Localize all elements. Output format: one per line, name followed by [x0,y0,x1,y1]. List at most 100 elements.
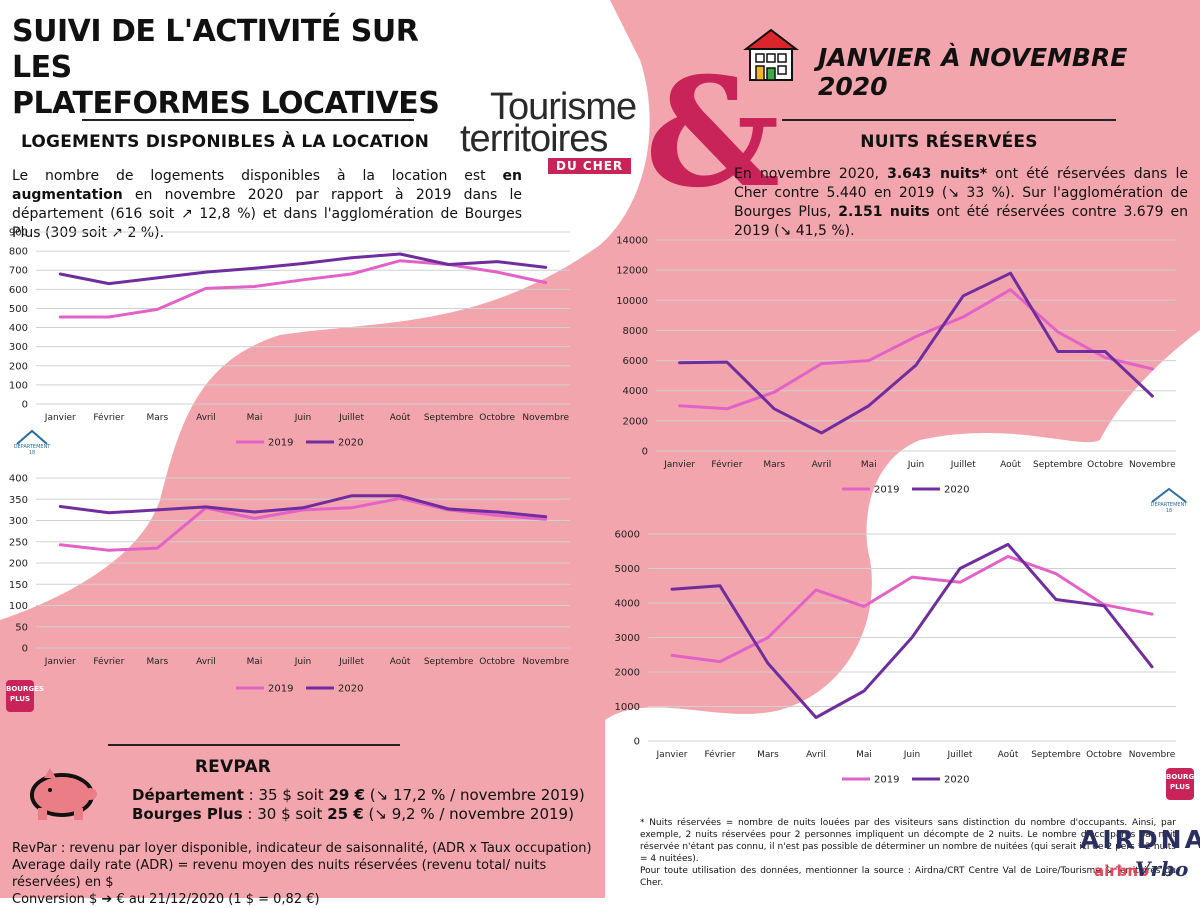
x-tick-label: Janvier [663,460,695,470]
brand-ampersand: & [645,45,781,221]
x-tick-label: Juin [294,657,312,667]
x-tick-label: Janvier [44,657,76,667]
legend-label-2019: 2019 [268,438,293,449]
y-tick-label: 250 [9,537,28,548]
x-tick-label: Novembre [522,413,569,423]
nuits-text: En novembre 2020, 3.643 nuits* ont été r… [734,165,1188,241]
y-tick-label: 900 [9,228,28,239]
revpar-values: Département : 35 $ soit 29 € (↘ 17,2 % /… [132,786,585,824]
y-tick-label: 1000 [615,702,640,713]
y-tick-label: 300 [9,342,28,353]
nuits-text-bold-1: 3.643 nuits* [887,166,988,182]
x-tick-label: Septembre [424,657,474,667]
nuits-title: NUITS RÉSERVÉES [860,132,1038,152]
y-tick-label: 0 [22,644,28,655]
revpar-title: REVPAR [194,757,272,777]
x-tick-label: Juillet [947,750,973,760]
y-tick-label: 4000 [623,386,648,397]
title-line-2: PLATEFORMES LOCATIVES [12,86,440,121]
x-tick-label: Octobre [1086,750,1122,760]
y-tick-label: 4000 [615,599,640,610]
chart-nuits-bourges: 0 1000 2000 3000 4000 5000 6000 Janvier Février M… [615,530,1176,786]
legend-label-2019: 2019 [874,775,899,786]
cher-roof-icon [16,429,48,445]
bourges-logo-2: BOURGES PLUS [1166,768,1200,800]
x-tick-label: Mai [247,657,263,667]
x-tick-label: Août [998,750,1019,760]
x-tick-label: Août [390,413,411,423]
y-tick-label: 0 [642,447,648,458]
x-tick-label: Janvier [44,413,76,423]
revpar-note-3: Conversion $ ➔ € au 21/12/2020 (1 $ = 0,… [12,892,320,907]
revpar-bp-mid: : 30 $ soit [242,805,328,823]
chart-logements-cher: 0 100 200 300 400 500 600 700 800 900 Janvier Févri… [9,228,570,449]
divider-revpar [108,744,400,746]
x-tick-label: Novembre [522,657,569,667]
x-tick-label: Août [390,657,411,667]
cher-logo-text-2: DÉPARTEMENT 18 [1150,502,1188,514]
x-tick-label: Février [705,749,736,760]
y-tick-label: 5000 [615,564,640,575]
revpar-note-2: Average daily rate (ADR) = revenu moyen … [12,858,547,890]
nuits-text-c: ont été réservées contre 3.679 en 2019 (… [734,204,1188,239]
x-tick-label: Juin [907,460,925,470]
x-tick-label: Juin [294,413,312,423]
cher-logo-2: DÉPARTEMENT 18 [1147,486,1191,514]
cher-logo-1: DÉPARTEMENT 18 [12,428,52,456]
x-tick-label: Septembre [1031,750,1081,760]
x-tick-label: Mars [147,413,169,423]
airbnb-logo: airbnb [1094,862,1149,880]
y-tick-label: 100 [9,380,28,391]
logements-title: LOGEMENTS DISPONIBLES À LA LOCATION [20,132,430,152]
bourges-logo-1: BOURGES PLUS [6,680,44,712]
brand-line-2: territoires [460,118,608,160]
series-line-2019 [670,554,1154,664]
footnote: * Nuits réservées = nombre de nuits loué… [640,817,1176,889]
page-title: SUIVI DE L'ACTIVITÉ SUR LES PLATEFORMES … [12,14,482,122]
y-tick-label: 14000 [616,236,648,247]
x-tick-label: Juillet [950,460,976,470]
logements-text-a: Le nombre de logements disponibles à la … [12,168,503,184]
nuits-text-bold-2: 2.151 nuits [838,204,930,220]
x-tick-label: Novembre [1129,460,1176,470]
vrbo-logo: Vrbo [1135,857,1189,881]
x-tick-label: Avril [806,750,826,760]
y-tick-label: 0 [22,400,28,411]
series-line-2020 [58,252,548,286]
nuits-text-b: ont été réservées dans le Cher contre 5.… [734,166,1188,220]
y-tick-label: 400 [9,323,28,334]
y-tick-label: 700 [9,266,28,277]
y-tick-label: 2000 [615,668,640,679]
y-tick-label: 200 [9,559,28,570]
x-tick-label: Octobre [479,413,515,423]
y-tick-label: 3000 [615,633,640,644]
footnote-line-1: * Nuits réservées = nombre de nuits loué… [640,818,1176,864]
y-tick-label: 50 [15,622,28,633]
revpar-note-1: RevPar : revenu par loyer disponible, in… [12,841,592,856]
y-tick-label: 10000 [616,296,648,307]
revpar-departement: Département : 35 $ soit 29 € (↘ 17,2 % /… [132,786,585,805]
legend-label-2020: 2020 [944,775,969,786]
x-tick-label: Mai [856,750,872,760]
y-tick-label: 350 [9,495,28,506]
x-tick-label: Mai [861,460,877,470]
airdna-logo: AIRDNA [1080,825,1200,854]
y-tick-label: 6000 [623,356,648,367]
piggy-bank-icon [30,768,97,820]
divider-logements [82,119,414,121]
x-tick-label: Janvier [656,750,688,760]
revpar-dep-mid: : 35 $ soit [243,786,329,804]
nuits-text-a: En novembre 2020, [734,166,888,182]
revpar-dep-label: Département [132,786,244,804]
x-tick-label: Septembre [1033,460,1083,470]
x-tick-label: Septembre [424,413,474,423]
legend-label-2020: 2020 [338,438,363,449]
house-icon [743,28,799,81]
footnote-line-2: Pour toute utilisation des données, ment… [640,866,1176,888]
x-tick-label: Juillet [338,657,364,667]
brand-line-1: Tourisme [490,86,637,128]
chart-logements-bourges: 0 50 100 150 200 250 300 350 400 Janvier Février Ma… [9,474,570,695]
series-line-2019 [58,259,548,319]
series-line-2019 [58,496,548,552]
